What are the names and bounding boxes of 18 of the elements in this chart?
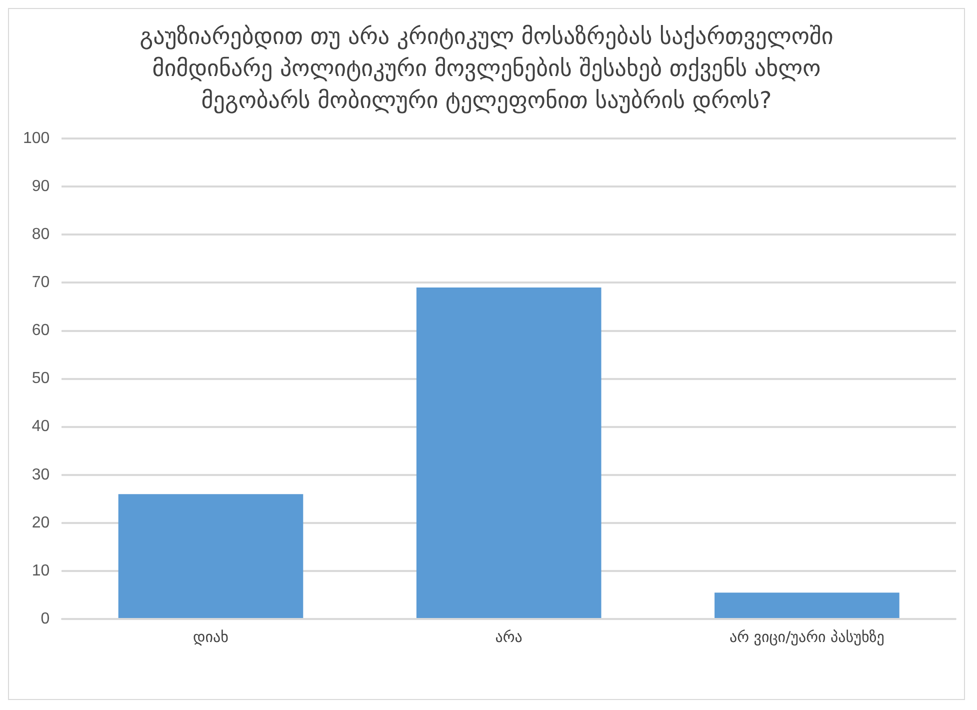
y-tick-label: 80 (32, 226, 50, 244)
y-tick-label: 10 (32, 562, 50, 580)
y-tick-label: 0 (40, 610, 50, 628)
y-tick-label: 70 (32, 274, 50, 292)
y-tick-label: 50 (32, 370, 50, 388)
y-tick-label: 60 (32, 322, 50, 340)
y-tick-label: 90 (32, 178, 50, 196)
x-tick-label: არა (495, 628, 522, 646)
y-tick-label: 20 (32, 514, 50, 532)
y-tick-label: 100 (22, 130, 50, 148)
x-tick-label: არ ვიცი/უარი პასუხზე (729, 628, 884, 646)
x-tick-label: დიახ (192, 628, 229, 646)
chart-title: გაუზიარებდით თუ არა კრიტიკულ მოსაზრებას საქართველოში მიმდინარე პოლიტიკური მოვლენების შესახებ თქვენს ახლო მეგობარს მობილური ტელეფონით საუბრის დროს? (138, 23, 834, 116)
bar (118, 494, 304, 618)
bar (416, 288, 602, 618)
y-tick-label: 40 (32, 418, 50, 436)
bar (714, 592, 900, 618)
y-tick-label: 30 (32, 466, 50, 484)
